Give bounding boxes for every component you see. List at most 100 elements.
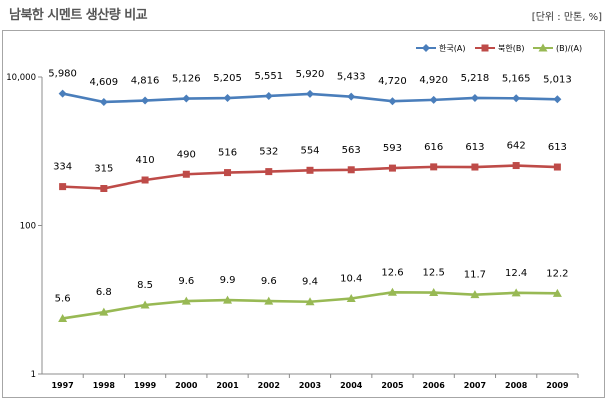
data-point-3 bbox=[387, 287, 397, 296]
y-tick-label: 1 bbox=[31, 370, 36, 380]
legend-label-2: 북한(B) bbox=[498, 44, 524, 53]
data-point-3 bbox=[511, 288, 521, 297]
data-label-3: 9.9 bbox=[220, 275, 236, 286]
series-line-3 bbox=[62, 290, 558, 320]
data-label-3: 9.6 bbox=[178, 276, 194, 287]
data-point-3 bbox=[99, 307, 109, 316]
data-label-2: 490 bbox=[177, 149, 196, 160]
data-label-1: 5,126 bbox=[172, 74, 201, 85]
data-point-3 bbox=[429, 288, 439, 297]
data-point-1 bbox=[388, 97, 397, 106]
data-point-1 bbox=[141, 96, 150, 105]
data-point-3 bbox=[264, 296, 274, 305]
x-tick-label: 2007 bbox=[464, 381, 486, 390]
x-tick-label: 2008 bbox=[505, 381, 528, 390]
legend-label-1: 한국(A) bbox=[439, 44, 465, 53]
data-point-2 bbox=[553, 163, 561, 171]
data-label-2: 613 bbox=[465, 142, 484, 153]
data-point-1 bbox=[58, 89, 67, 98]
data-point-2 bbox=[306, 166, 314, 174]
data-label-1: 4,609 bbox=[90, 77, 119, 88]
data-label-2: 532 bbox=[259, 147, 278, 158]
data-label-1: 5,165 bbox=[502, 73, 531, 84]
data-label-3: 10.4 bbox=[340, 273, 362, 284]
data-point-1 bbox=[182, 94, 191, 103]
data-label-1: 5,920 bbox=[296, 69, 325, 80]
data-label-2: 334 bbox=[53, 162, 72, 173]
data-label-3: 6.8 bbox=[96, 287, 112, 298]
data-point-2 bbox=[224, 169, 232, 177]
x-tick-label: 2000 bbox=[175, 381, 198, 390]
data-label-1: 5,980 bbox=[48, 69, 77, 80]
data-label-2: 642 bbox=[507, 141, 526, 152]
x-tick-label: 2003 bbox=[299, 381, 321, 390]
data-point-3 bbox=[305, 297, 315, 306]
x-tick-label: 2009 bbox=[546, 381, 569, 390]
data-point-3 bbox=[470, 290, 480, 299]
data-point-1 bbox=[99, 97, 108, 106]
chart-title: 남북한 시멘트 생산량 비교 bbox=[9, 8, 148, 23]
data-point-1 bbox=[347, 92, 356, 101]
data-point-3 bbox=[552, 288, 562, 297]
data-point-1 bbox=[223, 94, 232, 103]
data-label-3: 8.5 bbox=[137, 280, 153, 291]
x-tick-label: 2001 bbox=[216, 381, 239, 390]
data-label-1: 4,720 bbox=[378, 76, 407, 87]
y-tick-label: 100 bbox=[20, 222, 36, 232]
data-label-2: 593 bbox=[383, 143, 402, 154]
data-label-2: 616 bbox=[424, 142, 443, 153]
data-point-2 bbox=[347, 166, 355, 174]
data-point-3 bbox=[181, 296, 191, 305]
data-point-1 bbox=[264, 91, 273, 100]
data-point-3 bbox=[223, 295, 233, 304]
y-tick-label: 10,000 bbox=[6, 73, 36, 83]
data-point-1 bbox=[553, 95, 562, 104]
data-point-2 bbox=[430, 163, 438, 171]
chart-frame bbox=[2, 30, 605, 398]
data-point-2 bbox=[182, 170, 190, 178]
legend-label-3: (B)/(A) bbox=[556, 44, 582, 53]
data-label-1: 4,920 bbox=[419, 75, 448, 86]
data-label-1: 5,433 bbox=[337, 72, 366, 83]
data-label-3: 12.4 bbox=[505, 268, 527, 279]
data-point-1 bbox=[512, 94, 521, 103]
data-label-3: 12.2 bbox=[546, 268, 568, 279]
data-point-2 bbox=[471, 163, 479, 171]
data-label-3: 12.6 bbox=[381, 267, 403, 278]
data-point-1 bbox=[470, 93, 479, 102]
data-label-2: 613 bbox=[548, 142, 567, 153]
data-point-3 bbox=[346, 293, 356, 302]
data-label-3: 9.6 bbox=[261, 276, 277, 287]
data-label-2: 554 bbox=[300, 145, 319, 156]
data-label-3: 11.7 bbox=[464, 270, 486, 281]
data-point-2 bbox=[59, 183, 67, 191]
data-point-1 bbox=[306, 89, 314, 98]
data-label-3: 12.5 bbox=[423, 268, 445, 279]
data-point-2 bbox=[100, 185, 108, 193]
data-label-2: 315 bbox=[94, 164, 113, 175]
unit-note: [단위 : 만톤, %] bbox=[531, 12, 602, 23]
data-point-2 bbox=[388, 164, 396, 172]
legend-marker-2 bbox=[481, 44, 489, 52]
data-label-1: 5,218 bbox=[461, 73, 490, 84]
x-tick-label: 2006 bbox=[423, 381, 446, 390]
data-label-1: 5,551 bbox=[254, 71, 283, 82]
data-point-2 bbox=[141, 176, 149, 184]
data-point-2 bbox=[512, 162, 520, 170]
data-point-3 bbox=[58, 313, 68, 322]
data-point-2 bbox=[265, 168, 273, 176]
data-label-1: 5,205 bbox=[213, 73, 242, 84]
x-tick-label: 1999 bbox=[134, 381, 157, 390]
x-tick-label: 1997 bbox=[51, 381, 73, 390]
data-label-3: 5.6 bbox=[55, 293, 71, 304]
x-tick-label: 2005 bbox=[381, 381, 404, 390]
x-tick-label: 1998 bbox=[93, 381, 116, 390]
data-label-2: 410 bbox=[136, 155, 155, 166]
data-label-1: 5,013 bbox=[543, 74, 572, 85]
legend-marker-3 bbox=[538, 43, 548, 52]
data-point-3 bbox=[140, 300, 150, 309]
data-label-2: 563 bbox=[342, 145, 361, 156]
data-label-3: 9.4 bbox=[302, 277, 318, 288]
data-label-1: 4,816 bbox=[131, 76, 160, 87]
